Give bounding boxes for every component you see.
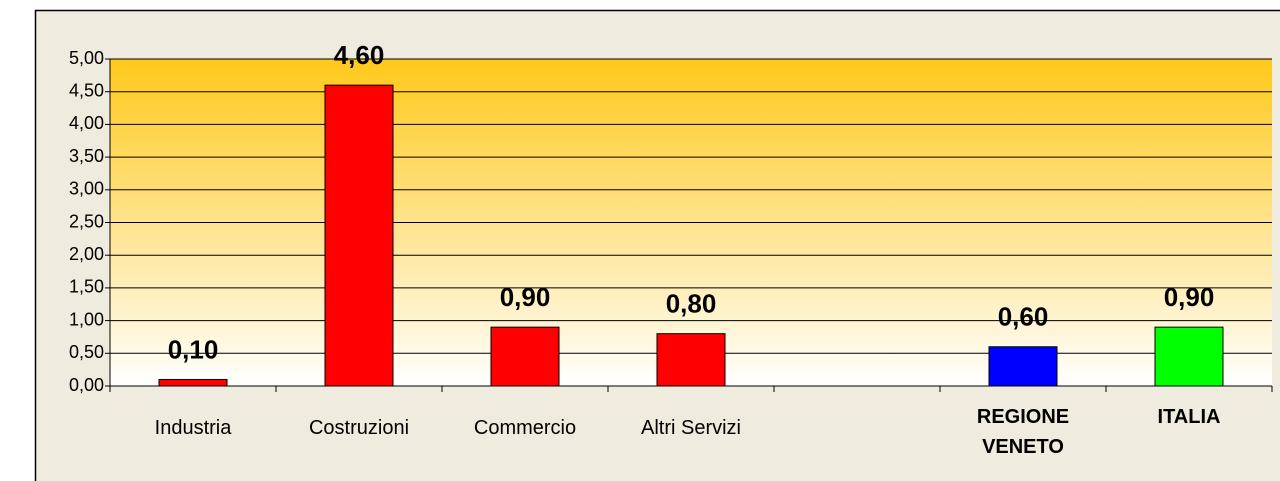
bar (656, 333, 726, 387)
x-tick-label: Altri Servizi (640, 417, 741, 439)
y-tick-label: 3,00 (69, 179, 104, 199)
y-tick-label: 0,50 (69, 342, 104, 362)
x-tick-label: Commercio (473, 417, 577, 439)
x-tick-label: ITALIA (1157, 406, 1221, 428)
y-tick-label: 3,50 (69, 146, 104, 166)
y-tick-label: 4,50 (69, 80, 104, 100)
bar (324, 84, 394, 387)
value-label: 0,60 (998, 302, 1049, 332)
x-tick-label: Costruzioni (308, 417, 410, 439)
value-label: 0,90 (500, 282, 551, 312)
y-tick-label: 5,00 (69, 48, 104, 68)
value-label: 4,60 (334, 40, 385, 70)
y-tick-label: 0,00 (69, 375, 104, 395)
y-tick-label: 2,00 (69, 244, 104, 264)
x-tick-label: REGIONE VENETO (976, 406, 1070, 458)
bar (1154, 326, 1224, 387)
value-label: 0,80 (666, 289, 717, 319)
y-tick-label: 1,00 (69, 309, 104, 329)
value-label: 0,90 (1164, 282, 1215, 312)
y-tick-label: 4,00 (69, 113, 104, 133)
y-tick-label: 2,50 (69, 211, 104, 231)
bar (158, 378, 228, 387)
bar (490, 326, 560, 387)
x-tick-label: Industria (154, 417, 232, 439)
value-label: 0,10 (168, 334, 219, 364)
bar (988, 346, 1058, 387)
y-tick-label: 1,50 (69, 277, 104, 297)
